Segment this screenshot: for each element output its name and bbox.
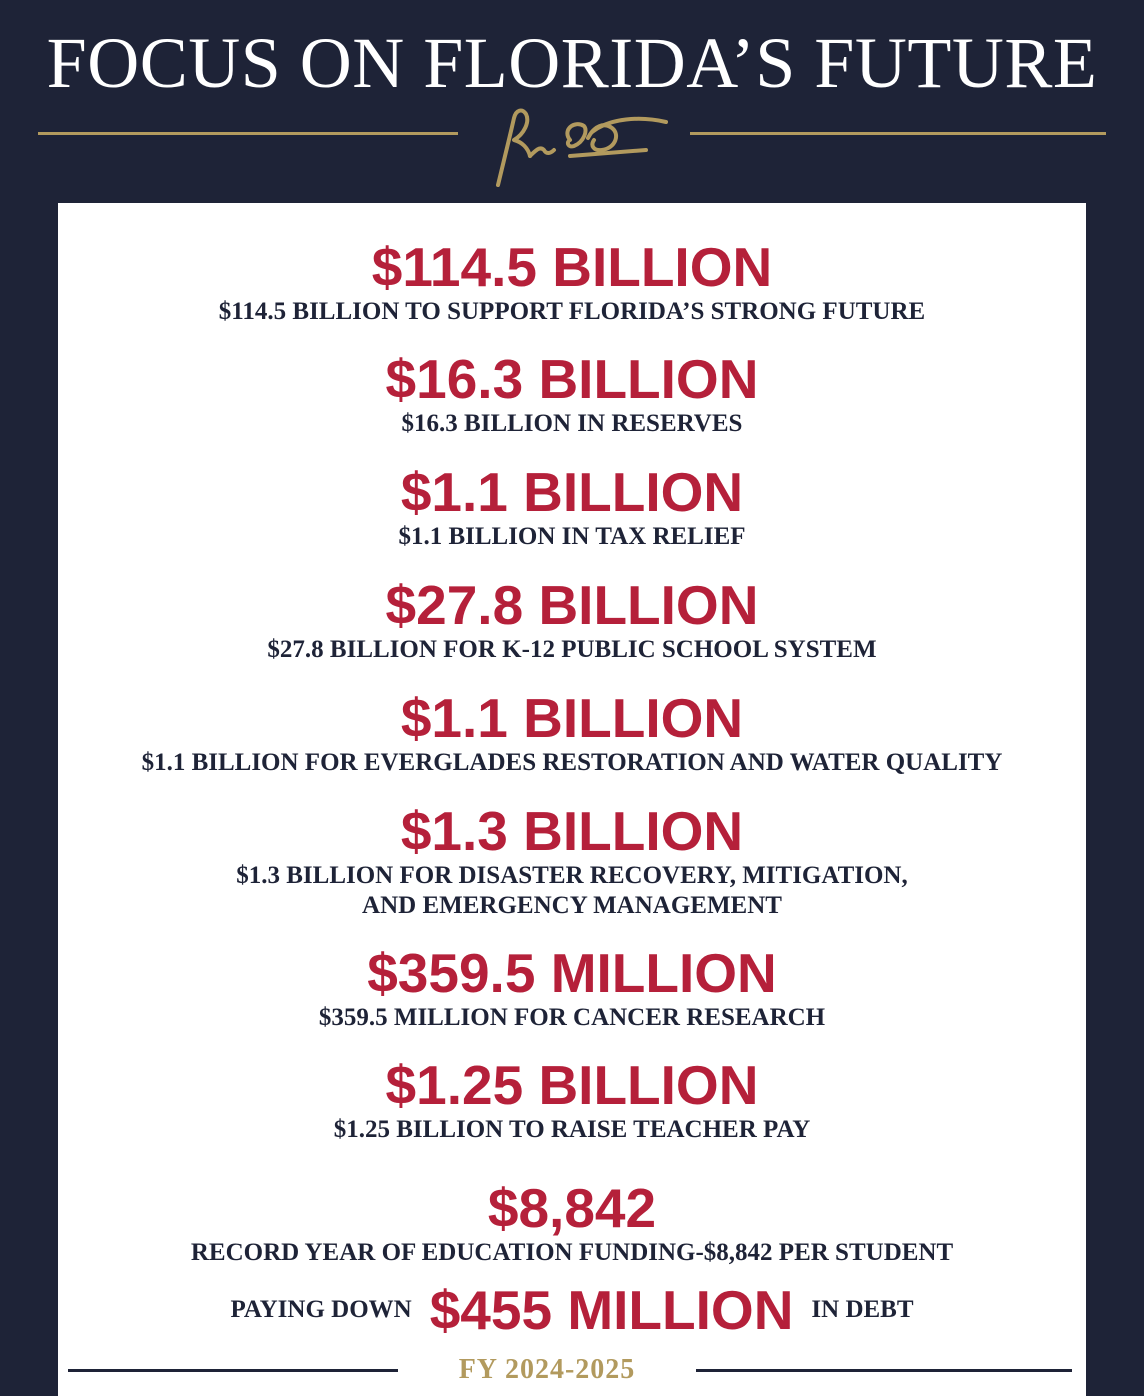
header: FOCUS ON FLORIDA’S FUTURE (0, 0, 1144, 200)
stat-description: $1.1 BILLION FOR EVERGLADES RESTORATION … (141, 749, 1003, 776)
stat-amount: $1.25 BILLION (385, 1054, 759, 1116)
stat-amount: $114.5 BILLION (371, 236, 773, 298)
stat-description: $1.1 BILLION IN TAX RELIEF (398, 523, 746, 550)
stat-description: $114.5 BILLION TO SUPPORT FLORIDA’S STRO… (218, 298, 926, 325)
footer-divider-right (696, 1369, 1072, 1372)
footer-divider-left (68, 1369, 398, 1372)
stat-amount: $8,842 (487, 1177, 657, 1239)
stat-description: RECORD YEAR OF EDUCATION FUNDING-$8,842 … (190, 1239, 954, 1266)
stat-amount: $359.5 MILLION (367, 942, 777, 1004)
stat-tax-relief: $1.1 BILLION $1.1 BILLION IN TAX RELIEF (58, 462, 1086, 552)
stat-description: $1.25 BILLION TO RAISE TEACHER PAY (333, 1116, 811, 1143)
stat-description: $16.3 BILLION IN RESERVES (401, 410, 743, 437)
stat-description: $1.3 BILLION FOR DISASTER RECOVERY, MITI… (236, 862, 908, 889)
stat-per-student: $8,842 RECORD YEAR OF EDUCATION FUNDING-… (58, 1178, 1086, 1268)
stat-teacher-pay: $1.25 BILLION $1.25 BILLION TO RAISE TEA… (58, 1055, 1086, 1145)
debt-amount: $455 MILLION (429, 1279, 794, 1341)
stat-description: $359.5 MILLION FOR CANCER RESEARCH (318, 1004, 826, 1031)
stat-amount: $1.3 BILLION (400, 800, 744, 862)
page-title: FOCUS ON FLORIDA’S FUTURE (46, 23, 1098, 103)
stat-disaster-recovery: $1.3 BILLION $1.3 BILLION FOR DISASTER R… (58, 801, 1086, 921)
stat-reserves: $16.3 BILLION $16.3 BILLION IN RESERVES (58, 349, 1086, 439)
content-panel: $114.5 BILLION $114.5 BILLION TO SUPPORT… (58, 203, 1086, 1396)
stat-amount: $1.1 BILLION (400, 461, 744, 523)
gold-divider-left (38, 132, 458, 135)
stat-amount: $1.1 BILLION (400, 687, 744, 749)
gold-divider-right (690, 132, 1106, 135)
debt-prefix: PAYING DOWN (230, 1296, 412, 1323)
stat-total-budget: $114.5 BILLION $114.5 BILLION TO SUPPORT… (58, 237, 1086, 327)
stat-everglades: $1.1 BILLION $1.1 BILLION FOR EVERGLADES… (58, 688, 1086, 778)
stat-description-line-2: AND EMERGENCY MANAGEMENT (362, 892, 782, 919)
fiscal-year-label: FY 2024-2025 (458, 1354, 636, 1385)
stat-cancer-research: $359.5 MILLION $359.5 MILLION FOR CANCER… (58, 943, 1086, 1033)
stat-k12-schools: $27.8 BILLION $27.8 BILLION FOR K-12 PUB… (58, 575, 1086, 665)
stat-amount: $16.3 BILLION (385, 348, 759, 410)
stat-debt: PAYING DOWN $455 MILLION IN DEBT (58, 1278, 1086, 1348)
stat-amount: $27.8 BILLION (385, 574, 759, 636)
debt-suffix: IN DEBT (811, 1296, 914, 1323)
stat-description: $27.8 BILLION FOR K-12 PUBLIC SCHOOL SYS… (267, 636, 877, 663)
signature-icon (496, 108, 668, 187)
